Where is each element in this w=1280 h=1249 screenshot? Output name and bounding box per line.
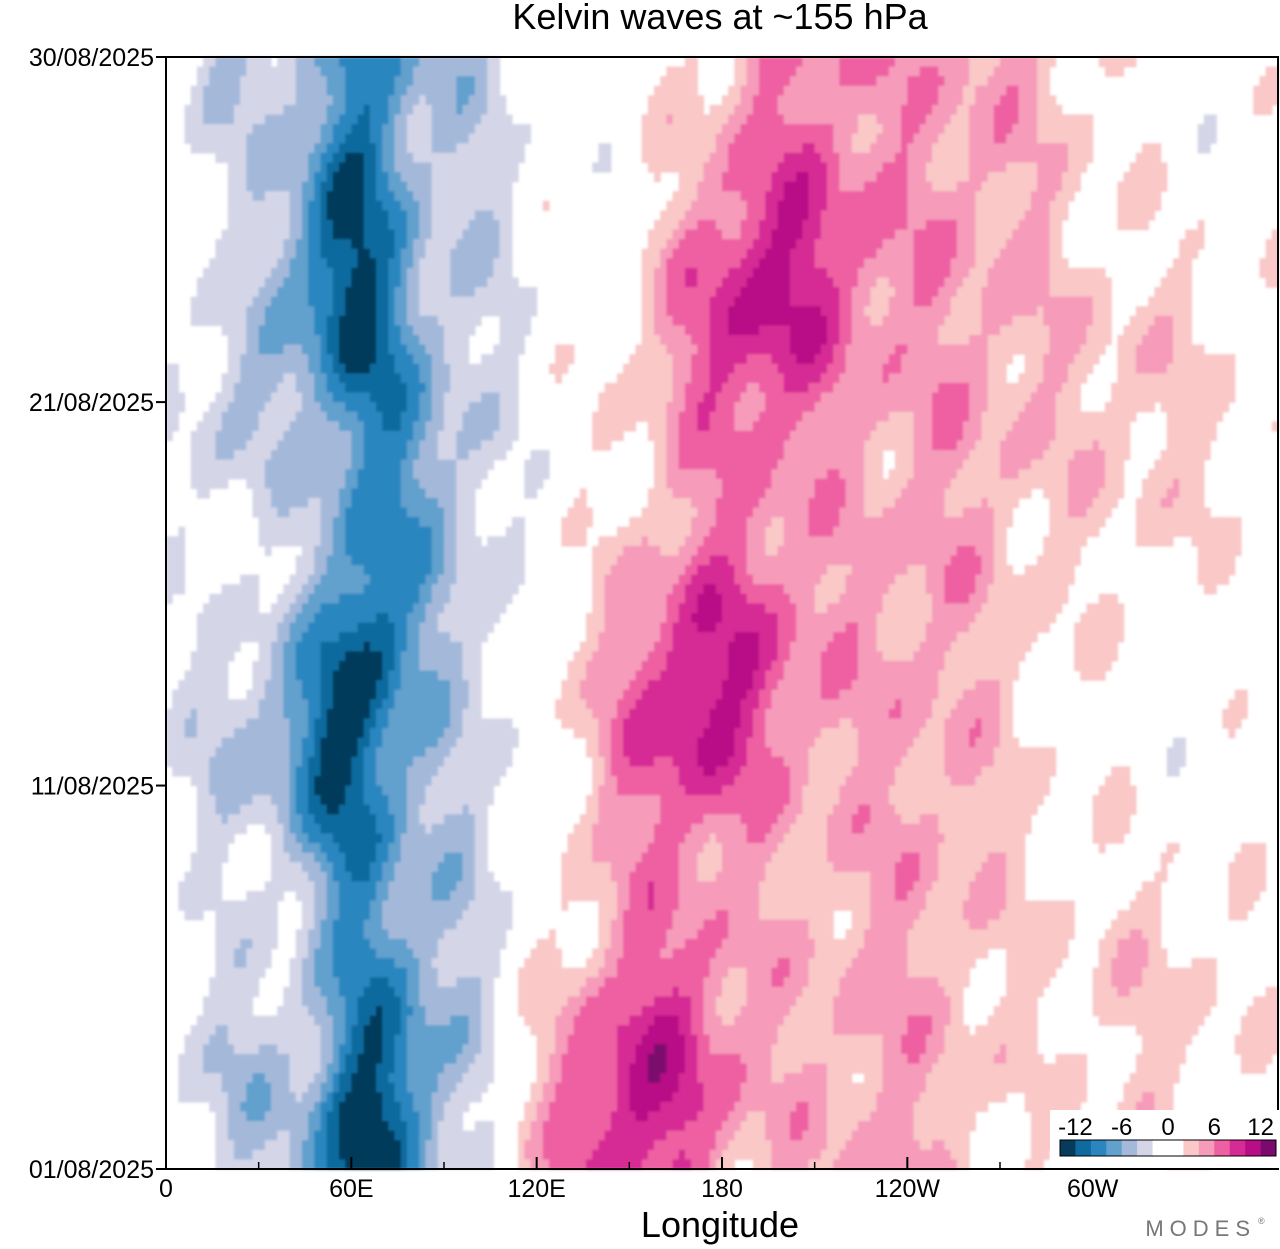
colorbar-background [1050, 1110, 1280, 1168]
y-tick-label: 30/08/2025 [29, 44, 154, 72]
colorbar-swatch [1121, 1140, 1138, 1156]
y-axis: 01/08/2025 11/08/2025 21/08/2025 30/08/2025 [29, 44, 166, 1184]
colorbar-swatch [1090, 1140, 1107, 1156]
colorbar-swatch [1106, 1140, 1123, 1156]
colorbar-swatch [1060, 1140, 1076, 1156]
colorbar-swatch [1137, 1140, 1153, 1156]
colorbar-swatch [1229, 1140, 1246, 1156]
x-tick-label: 60E [329, 1175, 373, 1203]
colorbar-tick-label: 6 [1208, 1114, 1221, 1141]
contour-field [166, 57, 1279, 1170]
colorbar-frame [1059, 1139, 1277, 1157]
x-tick-label: 180 [701, 1175, 743, 1203]
y-tick-label: 01/08/2025 [29, 1156, 154, 1184]
colorbar-swatch [1152, 1140, 1169, 1156]
x-axis-label: Longitude [641, 1204, 799, 1245]
x-tick-label: 120E [507, 1175, 565, 1203]
colorbar-swatch [1260, 1140, 1277, 1156]
colorbar-legend: -12 -6 0 6 12 [1050, 1110, 1280, 1168]
colorbar-tick-label: 0 [1161, 1114, 1174, 1141]
colorbar-swatch [1198, 1140, 1215, 1156]
x-axis: 0 60E 120E 180 120W 60W [159, 1157, 1187, 1203]
colorbar-swatch [1168, 1140, 1184, 1156]
x-tick-label: 60W [1067, 1175, 1119, 1203]
chart-title: Kelvin waves at ~155 hPa [512, 0, 928, 37]
modes-watermark: MODES [1145, 1216, 1256, 1241]
colorbar-swatch [1183, 1140, 1200, 1156]
colorbar-swatch [1245, 1140, 1261, 1156]
colorbar-tick-label: 12 [1247, 1114, 1274, 1141]
colorbar-swatch [1075, 1140, 1092, 1156]
colorbar-tick-label: -6 [1111, 1114, 1132, 1141]
x-tick-label: 120W [875, 1175, 941, 1203]
colorbar-swatch [1214, 1140, 1231, 1156]
registered-mark: ® [1258, 1216, 1265, 1226]
y-tick-label: 21/08/2025 [29, 389, 154, 417]
contour-cells [166, 57, 1279, 1170]
colorbar-tick-label: -12 [1058, 1114, 1093, 1141]
y-tick-label: 11/08/2025 [31, 773, 154, 801]
x-tick-label: 0 [159, 1175, 173, 1203]
